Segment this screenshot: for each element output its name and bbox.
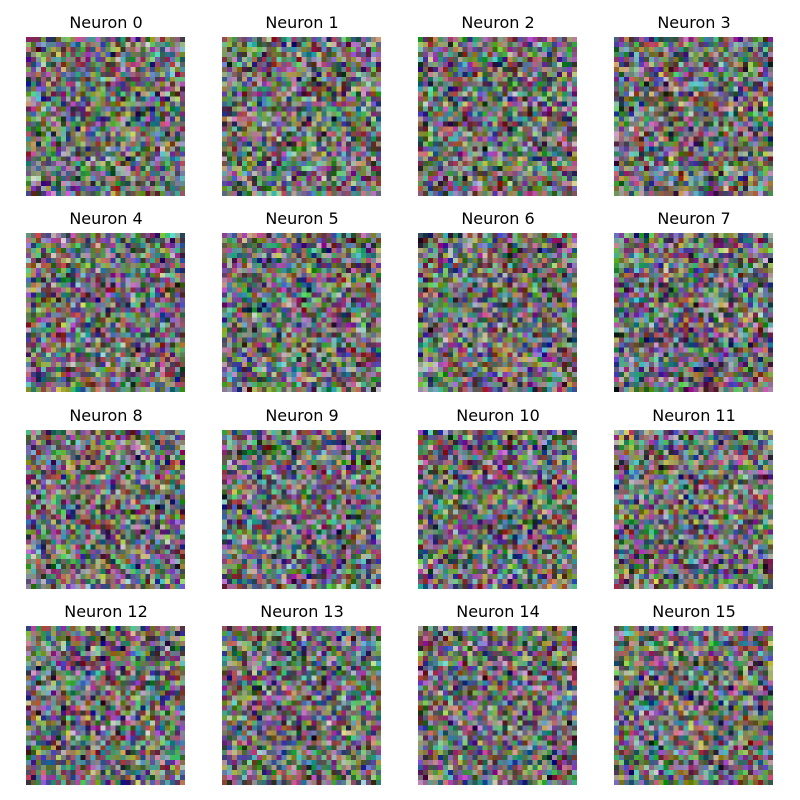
weight-image bbox=[26, 233, 185, 392]
panel-title: Neuron 2 bbox=[461, 13, 535, 32]
weight-image bbox=[26, 626, 185, 785]
panel-title: Neuron 5 bbox=[265, 209, 339, 228]
weight-image bbox=[222, 626, 381, 785]
panel-title: Neuron 11 bbox=[652, 406, 736, 425]
panel-title: Neuron 14 bbox=[456, 602, 540, 621]
panel-title: Neuron 7 bbox=[657, 209, 731, 228]
weight-image bbox=[222, 430, 381, 589]
weight-image bbox=[222, 37, 381, 196]
panel-title: Neuron 10 bbox=[456, 406, 540, 425]
panel-title: Neuron 1 bbox=[265, 13, 339, 32]
weight-image bbox=[614, 626, 773, 785]
weight-image bbox=[614, 37, 773, 196]
weight-image bbox=[614, 430, 773, 589]
weight-image bbox=[418, 430, 577, 589]
panel-title: Neuron 0 bbox=[69, 13, 143, 32]
panel-title: Neuron 13 bbox=[260, 602, 344, 621]
weight-image bbox=[26, 430, 185, 589]
weight-image bbox=[222, 233, 381, 392]
weight-image bbox=[26, 37, 185, 196]
weight-image bbox=[614, 233, 773, 392]
weight-image bbox=[418, 37, 577, 196]
panel-title: Neuron 9 bbox=[265, 406, 339, 425]
panel-title: Neuron 12 bbox=[64, 602, 148, 621]
weight-image bbox=[418, 626, 577, 785]
panel-title: Neuron 6 bbox=[461, 209, 535, 228]
panel-title: Neuron 3 bbox=[657, 13, 731, 32]
panel-title: Neuron 8 bbox=[69, 406, 143, 425]
panel-title: Neuron 4 bbox=[69, 209, 143, 228]
weight-image bbox=[418, 233, 577, 392]
panel-title: Neuron 15 bbox=[652, 602, 736, 621]
